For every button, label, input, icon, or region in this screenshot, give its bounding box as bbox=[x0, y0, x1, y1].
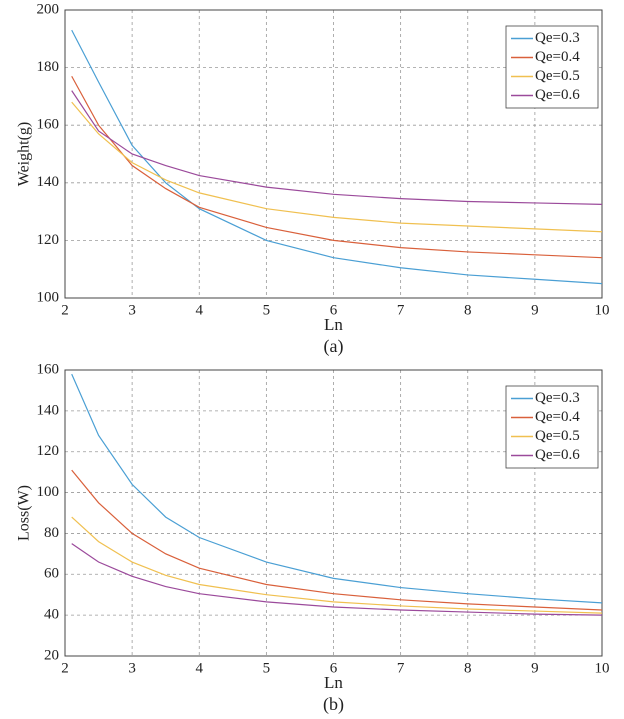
x-tick-label: 6 bbox=[330, 302, 338, 318]
caption: (a) bbox=[324, 336, 344, 357]
data-line bbox=[71, 516, 603, 614]
y-tick-label: 140 bbox=[37, 402, 60, 418]
y-tick-label: 80 bbox=[44, 525, 59, 541]
legend: Qe=0.3 Qe=0.4 Qe=0.5 Qe=0.6 bbox=[505, 25, 599, 109]
x-tick-label: 4 bbox=[196, 302, 204, 318]
legend-label: Qe=0.3 bbox=[535, 390, 580, 406]
y-tick-label: 160 bbox=[37, 117, 60, 133]
legend-label: Qe=0.6 bbox=[535, 87, 580, 103]
y-tick-label: 180 bbox=[37, 59, 60, 75]
subplot: 20 40 60 80 100 120 140 160 2 3 4 5 6 7 8 9 10 Ln (b) Loss(… bbox=[16, 361, 610, 715]
x-tick-label: 9 bbox=[531, 660, 539, 676]
caption: (b) bbox=[323, 694, 344, 715]
x-tick-label: 6 bbox=[330, 660, 338, 676]
y-axis-label: Weight(g) bbox=[16, 122, 33, 186]
x-tick-label: 7 bbox=[397, 302, 405, 318]
y-tick-label: 140 bbox=[37, 174, 60, 190]
data-line bbox=[71, 75, 603, 259]
y-tick-label: 160 bbox=[37, 361, 60, 377]
plot-frame bbox=[64, 369, 603, 657]
legend-label: Qe=0.5 bbox=[535, 68, 580, 84]
legend-box bbox=[505, 385, 599, 469]
data-line bbox=[71, 469, 603, 611]
data-line bbox=[71, 101, 603, 233]
x-tick-label: 5 bbox=[263, 302, 271, 318]
x-axis-label: Ln bbox=[324, 673, 343, 692]
x-tick-label: 9 bbox=[531, 302, 539, 318]
x-tick-label: 2 bbox=[61, 660, 69, 676]
y-tick-label: 200 bbox=[37, 1, 60, 17]
x-tick-label: 7 bbox=[397, 660, 405, 676]
y-tick-label: 100 bbox=[37, 289, 60, 305]
y-tick-label: 100 bbox=[37, 484, 60, 500]
data-line bbox=[71, 373, 603, 604]
x-tick-label: 8 bbox=[464, 302, 472, 318]
data-line bbox=[71, 543, 603, 616]
legend-label: Qe=0.6 bbox=[535, 447, 580, 463]
subplot: 100 120 140 160 180 200 2 3 4 5 6 7 8 9 10 Ln (a) Weight(… bbox=[16, 1, 610, 357]
data-line bbox=[71, 90, 603, 205]
data-line bbox=[71, 29, 603, 285]
x-tick-label: 10 bbox=[595, 660, 610, 676]
x-tick-label: 10 bbox=[595, 302, 610, 318]
plot-frame bbox=[64, 9, 603, 299]
legend-box bbox=[505, 25, 599, 109]
x-tick-label: 4 bbox=[196, 660, 204, 676]
legend-label: Qe=0.4 bbox=[535, 409, 580, 425]
x-tick-label: 3 bbox=[128, 660, 136, 676]
legend-label: Qe=0.5 bbox=[535, 428, 580, 444]
y-axis-label: Loss(W) bbox=[16, 485, 33, 541]
y-tick-label: 120 bbox=[37, 232, 60, 248]
x-axis-label: Ln bbox=[324, 315, 343, 334]
legend-label: Qe=0.3 bbox=[535, 30, 580, 46]
x-tick-label: 5 bbox=[263, 660, 271, 676]
x-tick-label: 8 bbox=[464, 660, 472, 676]
y-tick-label: 60 bbox=[44, 566, 59, 582]
y-tick-label: 120 bbox=[37, 443, 60, 459]
legend: Qe=0.3 Qe=0.4 Qe=0.5 Qe=0.6 bbox=[505, 385, 599, 469]
y-tick-label: 20 bbox=[44, 647, 59, 663]
x-tick-label: 2 bbox=[61, 302, 69, 318]
x-tick-label: 3 bbox=[128, 302, 136, 318]
y-tick-label: 40 bbox=[44, 607, 59, 623]
legend-label: Qe=0.4 bbox=[535, 49, 580, 65]
